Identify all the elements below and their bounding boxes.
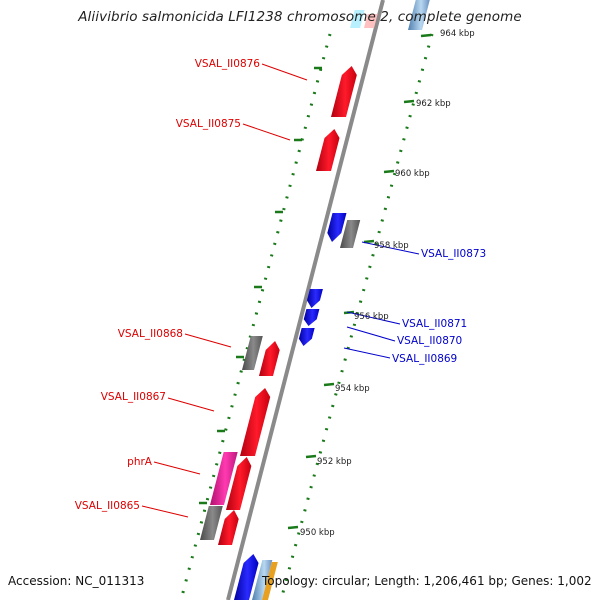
gene-vsal-ii0870[interactable] [303,309,320,326]
label-connector [242,123,291,141]
gene-top-pink[interactable] [364,14,378,28]
scale-label: 952 kbp [317,457,352,467]
gene-vsal-ii0876[interactable] [331,66,357,117]
scale-tick [363,239,375,244]
gene-features [200,0,430,600]
scale-label: 954 kbp [335,384,370,394]
scale-tick [403,99,415,104]
label-connector [261,63,308,81]
scale-ticks [199,33,432,530]
gene-bottom-orange[interactable] [262,562,278,600]
scale-label: 956 kbp [354,312,389,322]
gene-label-vsal-ii0868[interactable]: VSAL_II0868 [118,328,183,340]
gene-vsal-ii0873[interactable] [327,213,347,242]
label-connector [184,333,232,348]
gene-phra[interactable] [210,452,238,505]
gene-bottom-lightblue[interactable] [252,560,273,600]
gene-vsal-ii0868[interactable] [259,341,280,376]
label-connectors [141,63,420,518]
gene-vsal-ii0871[interactable] [306,289,323,308]
gene-label-vsal-ii0873[interactable]: VSAL_II0873 [421,248,486,260]
scale-label: 958 kbp [374,241,409,251]
genome-summary-text: Topology: circular; Length: 1,206,461 bp… [262,574,592,588]
gene-vsal-ii0865[interactable] [200,506,223,540]
label-connector [361,241,420,255]
scale-tick [383,169,395,174]
chromosome-backbone [226,0,385,600]
scale-ring-outer [279,33,434,600]
gene-vsal-ii0868-pseudo[interactable] [242,336,263,370]
scale-label: 962 kbp [416,99,451,109]
gene-label-vsal-ii0870[interactable]: VSAL_II0870 [397,335,462,347]
scale-ring-inner [179,33,332,600]
scale-tick [305,454,317,459]
label-connector [346,311,401,325]
gene-label-vsal-ii0875[interactable]: VSAL_II0875 [176,118,241,130]
gene-bottom-blue[interactable] [234,554,259,600]
gene-top-lightblue[interactable] [408,0,430,30]
gene-vsal-ii0867[interactable] [240,388,271,456]
gene-label-vsal-ii0867[interactable]: VSAL_II0867 [101,391,166,403]
scale-tick [287,525,299,530]
gene-label-vsal-ii0871[interactable]: VSAL_II0871 [402,318,467,330]
gene-vsal-ii0875[interactable] [316,129,340,171]
label-connector [153,461,201,475]
gene-phra-adjacent[interactable] [226,457,252,510]
map-title: Aliivibrio salmonicida LFI1238 chromosom… [78,9,522,25]
label-connector [346,326,396,342]
scale-tick [420,33,432,38]
gene-top-cyan[interactable] [350,10,365,28]
label-connector [167,397,215,412]
gene-vsal-ii0873-pseudo[interactable] [340,220,361,248]
gene-label-vsal-ii0865[interactable]: VSAL_II0865 [75,500,140,512]
scale-tick [323,382,335,387]
scale-label: 960 kbp [395,169,430,179]
scale-label: 964 kbp [440,29,475,39]
scale-label: 950 kbp [300,528,335,538]
gene-label-vsal-ii0876[interactable]: VSAL_II0876 [195,58,261,70]
label-connector [141,505,189,518]
label-connector [343,347,391,359]
gene-vsal-ii0869[interactable] [298,328,315,346]
gene-label-phra[interactable]: phrA [127,456,153,468]
gene-label-vsal-ii0869[interactable]: VSAL_II0869 [392,353,457,365]
gene-vsal-ii0865-adjacent[interactable] [218,510,239,545]
accession-text: Accession: NC_011313 [8,574,145,588]
